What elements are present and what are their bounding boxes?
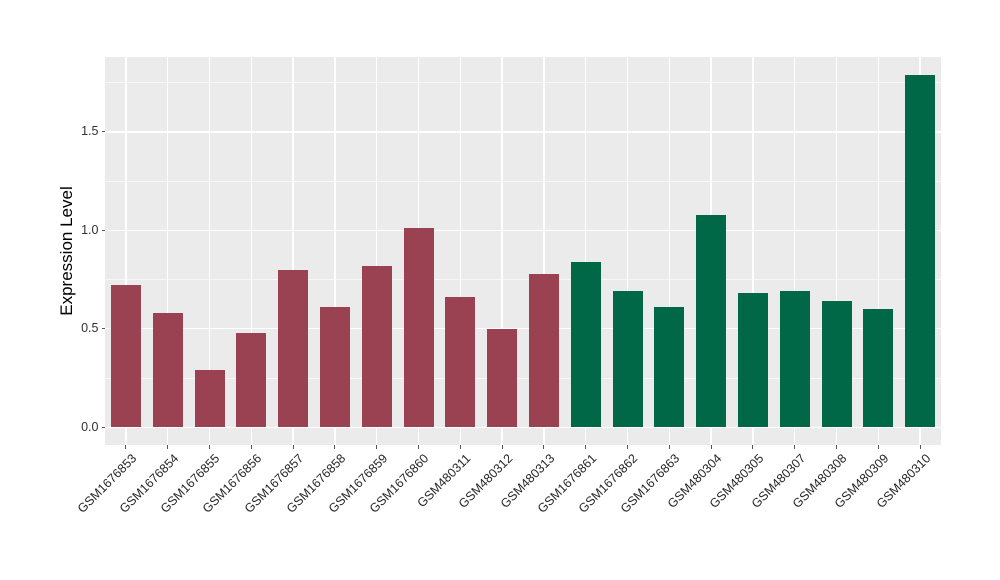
x-tick-mark bbox=[835, 445, 838, 449]
y-tick-mark bbox=[101, 131, 105, 133]
h-gridline-major bbox=[105, 426, 941, 428]
v-gridline bbox=[125, 57, 127, 445]
x-tick-mark bbox=[668, 445, 670, 449]
h-gridline-minor bbox=[105, 82, 941, 84]
v-gridline bbox=[250, 57, 252, 445]
x-tick-mark bbox=[710, 445, 712, 449]
x-tick-mark bbox=[626, 445, 629, 449]
x-tick-mark bbox=[543, 445, 545, 449]
v-gridline bbox=[167, 57, 169, 445]
bar-GSM480309 bbox=[863, 309, 894, 428]
bar-GSM1676861 bbox=[570, 261, 601, 428]
v-gridline bbox=[501, 57, 503, 445]
x-tick-mark bbox=[125, 445, 127, 449]
y-tick-mark bbox=[101, 426, 105, 428]
x-tick-mark bbox=[752, 445, 754, 449]
x-tick-mark bbox=[459, 445, 461, 449]
bar-GSM480313 bbox=[528, 273, 559, 428]
y-tick-label: 0.5 bbox=[81, 321, 99, 336]
x-tick-mark bbox=[794, 445, 796, 449]
x-tick-mark bbox=[877, 445, 879, 449]
x-tick-mark bbox=[585, 445, 587, 449]
y-tick-label: 1.0 bbox=[81, 222, 99, 237]
bar-GSM1676863 bbox=[654, 307, 685, 428]
h-gridline-minor bbox=[105, 279, 941, 281]
bar-GSM1676862 bbox=[612, 291, 643, 428]
x-tick-mark bbox=[167, 445, 169, 449]
y-tick-label: 0.0 bbox=[81, 419, 99, 434]
v-gridline bbox=[752, 57, 754, 445]
x-tick-mark bbox=[334, 445, 336, 449]
v-gridline bbox=[292, 57, 294, 445]
y-axis-title: Expression Level bbox=[57, 186, 76, 316]
x-tick-mark bbox=[208, 445, 211, 449]
bar-GSM1676859 bbox=[361, 265, 392, 428]
bar-GSM480307 bbox=[779, 291, 810, 428]
bar-GSM1676857 bbox=[278, 269, 309, 428]
h-gridline-minor bbox=[105, 180, 941, 182]
v-gridline bbox=[376, 57, 378, 445]
bar-GSM480308 bbox=[821, 301, 852, 428]
x-tick-mark bbox=[376, 445, 378, 449]
v-gridline bbox=[543, 57, 545, 445]
v-gridline bbox=[877, 57, 879, 445]
v-gridline bbox=[835, 57, 838, 445]
h-gridline-major bbox=[105, 131, 941, 133]
y-tick-mark bbox=[101, 229, 105, 231]
v-gridline bbox=[459, 57, 461, 445]
bar-GSM1676856 bbox=[236, 332, 267, 428]
bar-GSM480304 bbox=[696, 214, 727, 428]
v-gridline bbox=[668, 57, 670, 445]
v-gridline bbox=[334, 57, 336, 445]
v-gridline bbox=[208, 57, 211, 445]
bar-GSM480310 bbox=[905, 74, 936, 428]
h-gridline-minor bbox=[105, 377, 941, 379]
plot-panel bbox=[105, 57, 941, 445]
h-gridline-major bbox=[105, 229, 941, 231]
v-gridline bbox=[585, 57, 587, 445]
x-tick-mark bbox=[919, 445, 921, 449]
bar-GSM480305 bbox=[737, 293, 768, 428]
bar-GSM1676854 bbox=[152, 313, 183, 428]
v-gridline bbox=[626, 57, 629, 445]
x-tick-mark bbox=[250, 445, 252, 449]
x-tick-mark bbox=[417, 445, 420, 449]
bar-GSM1676858 bbox=[319, 307, 350, 428]
bar-GSM1676855 bbox=[194, 370, 225, 428]
bar-GSM480311 bbox=[445, 297, 476, 428]
bar-GSM480312 bbox=[487, 328, 518, 428]
x-tick-mark bbox=[501, 445, 503, 449]
bar-GSM1676860 bbox=[403, 228, 434, 428]
bar-GSM1676853 bbox=[110, 285, 141, 428]
x-tick-mark bbox=[292, 445, 294, 449]
h-gridline-major bbox=[105, 328, 941, 330]
v-gridline bbox=[794, 57, 796, 445]
y-tick-mark bbox=[101, 328, 105, 330]
y-tick-label: 1.5 bbox=[81, 124, 99, 139]
